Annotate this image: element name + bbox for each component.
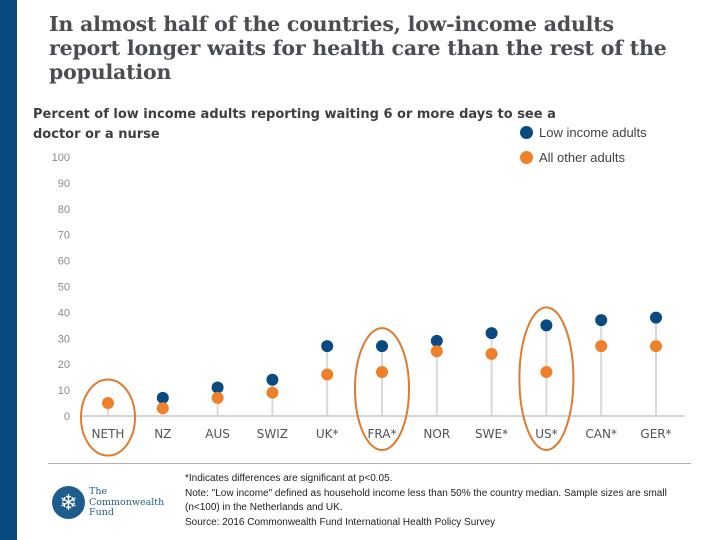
x-tick-label: UK* xyxy=(316,427,339,441)
y-tick-label: 70 xyxy=(58,230,70,242)
legend-label-other: All other adults xyxy=(539,150,625,165)
x-tick-label: AUS xyxy=(205,427,230,441)
y-tick-label: 100 xyxy=(52,152,70,164)
other-adults-point xyxy=(102,397,114,410)
page-title: In almost half of the countries, low-inc… xyxy=(49,12,667,84)
legend-label-low-income: Low income adults xyxy=(539,125,647,140)
source-note: Source: 2016 Commonwealth Fund Internati… xyxy=(185,516,496,528)
other-adults-point xyxy=(485,347,498,360)
definition-note: Note: "Low income" defined as household … xyxy=(185,487,667,514)
x-tick-label: SWIZ xyxy=(257,427,288,441)
legend-item-other: All other adults xyxy=(520,145,647,170)
other-adults-point xyxy=(376,365,388,378)
highlight-ellipses xyxy=(80,306,575,457)
low-income-point xyxy=(211,381,224,394)
legend-dot-other-icon xyxy=(520,151,533,164)
legend: Low income adults All other adults xyxy=(520,120,647,170)
x-tick-label: CAN* xyxy=(585,427,617,441)
other-adults-point xyxy=(650,340,662,353)
commonwealth-fund-logo: ❄ The Commonwealth Fund xyxy=(52,486,182,526)
x-tick-label: SWE* xyxy=(475,427,508,441)
highlight-ellipse xyxy=(518,306,575,451)
low-income-point xyxy=(430,334,443,347)
other-adults-point xyxy=(595,340,608,353)
logo-text: The Commonwealth Fund xyxy=(89,486,165,519)
chart-subtitle: Percent of low income adults reporting w… xyxy=(33,107,556,142)
low-income-point xyxy=(540,319,553,332)
x-tick-label: NETH xyxy=(92,427,125,441)
footer-divider xyxy=(48,463,691,464)
other-adults-point xyxy=(266,386,279,399)
logo-line-2: Commonwealth xyxy=(89,496,165,508)
low-income-point xyxy=(650,311,662,324)
y-tick-label: 10 xyxy=(58,385,70,397)
footnotes: *Indicates differences are significant a… xyxy=(185,472,695,530)
legend-item-low-income: Low income adults xyxy=(520,120,647,145)
x-tick-label: NOR xyxy=(423,427,450,441)
x-tick-label: NZ xyxy=(154,427,171,441)
y-axis-ticks: 0 10 20 30 40 50 60 70 80 90 100 xyxy=(52,152,70,423)
low-income-point xyxy=(485,327,498,340)
data-points xyxy=(102,311,662,415)
low-income-point xyxy=(321,340,334,353)
x-tick-label: FRA* xyxy=(368,427,397,441)
x-tick-label: US* xyxy=(535,427,557,441)
other-adults-point xyxy=(540,365,553,378)
highlight-ellipse xyxy=(80,378,136,457)
logo-line-3: Fund xyxy=(89,507,114,518)
low-income-point xyxy=(156,391,169,404)
other-adults-point xyxy=(211,391,224,404)
y-tick-label: 80 xyxy=(58,204,70,216)
snowflake-icon: ❄ xyxy=(52,486,85,519)
highlight-ellipse xyxy=(354,327,410,452)
other-adults-point xyxy=(156,402,169,415)
low-income-point xyxy=(266,373,279,386)
y-tick-label: 0 xyxy=(64,411,70,423)
legend-dot-low-income-icon xyxy=(520,126,533,139)
accent-bar xyxy=(0,0,17,540)
y-tick-label: 40 xyxy=(58,307,70,319)
other-adults-point xyxy=(321,368,334,381)
low-income-point xyxy=(595,314,608,327)
low-income-point xyxy=(376,340,388,353)
other-adults-point xyxy=(430,345,443,358)
significance-note: *Indicates differences are significant a… xyxy=(185,473,393,484)
y-tick-label: 50 xyxy=(58,282,70,294)
y-tick-label: 60 xyxy=(58,256,70,268)
x-tick-label: GER* xyxy=(640,427,671,441)
y-tick-label: 20 xyxy=(58,359,70,371)
x-axis-ticks: NETH NZ AUS SWIZ UK* FRA* NOR SWE* US* CAN* GER* xyxy=(92,427,672,441)
y-tick-label: 90 xyxy=(58,178,70,190)
logo-line-1: The xyxy=(89,486,108,497)
y-tick-label: 30 xyxy=(58,333,70,345)
